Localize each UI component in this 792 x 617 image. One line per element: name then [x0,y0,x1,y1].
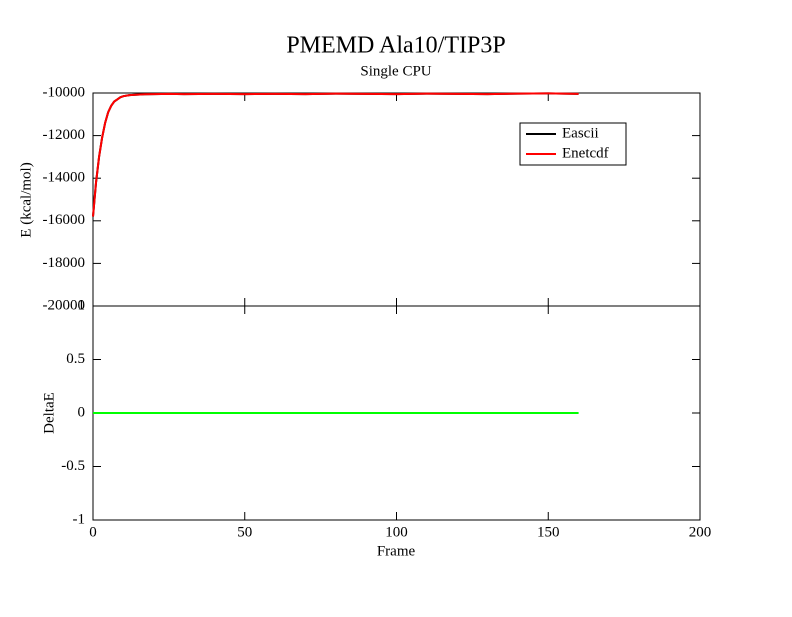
y-tick-label: -1 [73,511,86,527]
y-tick-label: 0 [78,404,86,420]
legend-label: Eascii [562,125,599,141]
y-tick-label: -16000 [43,212,86,228]
y-tick-label: -10000 [43,84,86,100]
y-tick-label: -14000 [43,170,86,186]
x-tick-label: 100 [385,524,408,540]
y-tick-label: -18000 [43,255,86,271]
x-axis-label: Frame [377,543,416,559]
x-tick-label: 50 [237,524,252,540]
y-tick-label: 0.5 [66,351,85,367]
y-tick-label: -20000 [43,297,86,313]
legend-label: Enetcdf [562,145,609,161]
y-axis-label: DeltaE [41,392,57,434]
chart-title: PMEMD Ala10/TIP3P [286,33,505,59]
x-tick-label: 200 [689,524,712,540]
y-tick-label: 1 [78,297,86,313]
legend-box [519,122,627,166]
y-tick-label: -0.5 [61,458,85,474]
chart-subtitle: Single CPU [360,63,431,79]
series-line [92,92,579,217]
y-axis-label: E (kcal/mol) [18,162,34,237]
series-line [92,92,579,217]
x-tick-label: 0 [89,524,97,540]
y-tick-label: -12000 [43,127,86,143]
x-tick-label: 150 [537,524,560,540]
